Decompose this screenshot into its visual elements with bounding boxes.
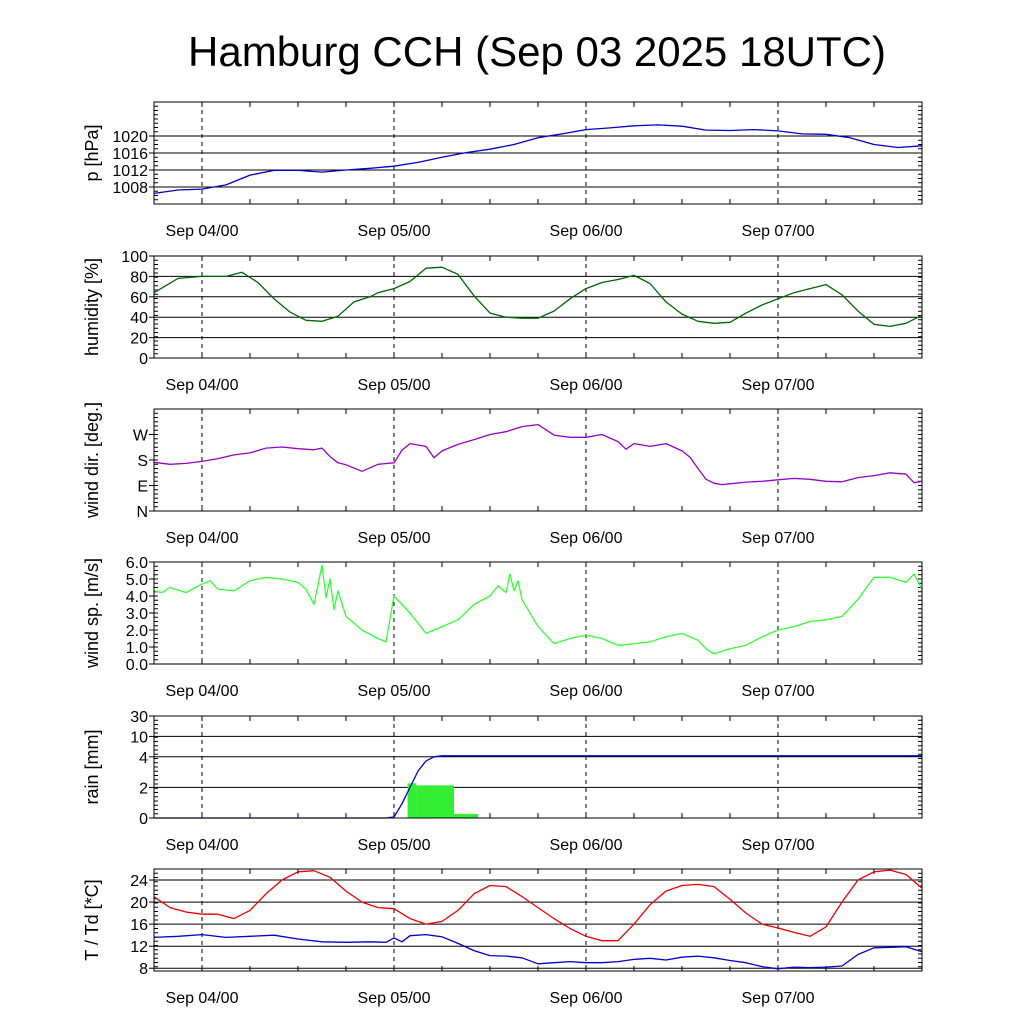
x-tick-label: Sep 04/00 (166, 223, 239, 240)
y-tick-label: 2 (139, 780, 148, 797)
y-tick-label: 2.0 (126, 623, 148, 640)
rain-bar (416, 785, 426, 818)
y-tick-label: 60 (130, 290, 148, 307)
x-tick-label: Sep 04/00 (166, 530, 239, 547)
y-tick-label: 1012 (112, 163, 148, 180)
series-line-humidity (153, 266, 923, 328)
x-tick-label: Sep 06/00 (550, 683, 623, 700)
x-tick-label: Sep 04/00 (166, 990, 239, 1007)
y-axis-label: wind sp. [m/s] (82, 558, 102, 669)
y-tick-label: 10 (130, 729, 148, 746)
y-tick-label: 1008 (112, 180, 148, 197)
y-tick-label: 3.0 (126, 606, 148, 623)
series-line-wind_speed (153, 564, 923, 655)
x-tick-label: Sep 05/00 (358, 530, 431, 547)
y-tick-label: 24 (130, 873, 148, 890)
series-line-pressure (153, 124, 923, 195)
panel-humidity: 0 20 40 60 80 100 humidity [%] Sep 04/00 Sep 05/… (82, 249, 923, 394)
x-tick-label: Sep 07/00 (742, 223, 815, 240)
y-tick-label: 0.0 (126, 657, 148, 674)
y-tick-label: 1.0 (126, 640, 148, 657)
x-tick-label: Sep 07/00 (742, 990, 815, 1007)
y-tick-label: 4.0 (126, 589, 148, 606)
x-tick-label: Sep 06/00 (550, 837, 623, 854)
x-tick-label: Sep 04/00 (166, 683, 239, 700)
x-tick-label: Sep 05/00 (358, 377, 431, 394)
y-tick-label: W (133, 428, 149, 445)
x-tick-label: Sep 05/00 (358, 837, 431, 854)
y-tick-label: 1020 (112, 129, 148, 146)
y-tick-label: 4 (139, 750, 148, 767)
y-tick-label: S (137, 453, 148, 470)
x-tick-label: Sep 06/00 (550, 223, 623, 240)
y-axis-label: p [hPa] (82, 124, 102, 181)
rain-bar (450, 813, 478, 818)
y-tick-label: 5.0 (126, 572, 148, 589)
x-tick-label: Sep 04/00 (166, 837, 239, 854)
y-tick-label: 80 (130, 269, 148, 286)
y-tick-label: 0 (139, 811, 148, 828)
panel-rain: 0 2 4 10 30 rain [mm] Sep 04/00 Sep 05/00 Sep 06… (82, 709, 923, 854)
x-tick-label: Sep 05/00 (358, 223, 431, 240)
panel-temperature: 8 12 16 20 24 T / Td [*C] Sep 04/00 Sep 05/00 Se… (82, 868, 923, 1007)
y-tick-label: 20 (130, 895, 148, 912)
y-tick-label: 8 (139, 961, 148, 978)
series-line-t (153, 869, 923, 942)
y-tick-label: 0 (139, 351, 148, 368)
panel-frame (153, 255, 923, 359)
x-tick-label: Sep 05/00 (358, 683, 431, 700)
x-tick-label: Sep 05/00 (358, 990, 431, 1007)
y-tick-label: N (136, 504, 148, 521)
y-tick-label: 40 (130, 310, 148, 327)
y-axis-label: wind dir. [deg.] (82, 402, 102, 519)
series-line-td (153, 933, 923, 970)
y-axis-label: humidity [%] (82, 258, 102, 356)
x-tick-label: Sep 06/00 (550, 377, 623, 394)
x-tick-label: Sep 06/00 (550, 530, 623, 547)
panel-frame (153, 868, 923, 972)
panel-wind_speed: 0.01.02.03.04.05.06.0 wind sp. [m/s] Sep 0… (82, 555, 923, 700)
panel-frame (153, 715, 923, 819)
series-line-rain (154, 755, 922, 819)
y-tick-label: 16 (130, 917, 148, 934)
rain-bar (426, 785, 454, 818)
x-tick-label: Sep 07/00 (742, 530, 815, 547)
x-tick-label: Sep 04/00 (166, 377, 239, 394)
x-tick-label: Sep 07/00 (742, 837, 815, 854)
x-tick-label: Sep 07/00 (742, 683, 815, 700)
y-tick-label: 1016 (112, 146, 148, 163)
y-tick-label: 12 (130, 939, 148, 956)
y-tick-label: 30 (130, 709, 148, 726)
y-tick-label: 100 (121, 249, 148, 266)
y-axis-label: rain [mm] (82, 729, 102, 804)
series-line-wind_direction (153, 423, 923, 486)
x-tick-label: Sep 06/00 (550, 990, 623, 1007)
y-axis-label: T / Td [*C] (82, 879, 102, 960)
rain-bar (407, 783, 417, 818)
x-tick-label: Sep 07/00 (742, 377, 815, 394)
y-tick-label: 20 (130, 331, 148, 348)
y-tick-label: E (137, 479, 148, 496)
chart-title: Hamburg CCH (Sep 03 2025 18UTC) (188, 28, 886, 75)
y-tick-label: 6.0 (126, 555, 148, 572)
